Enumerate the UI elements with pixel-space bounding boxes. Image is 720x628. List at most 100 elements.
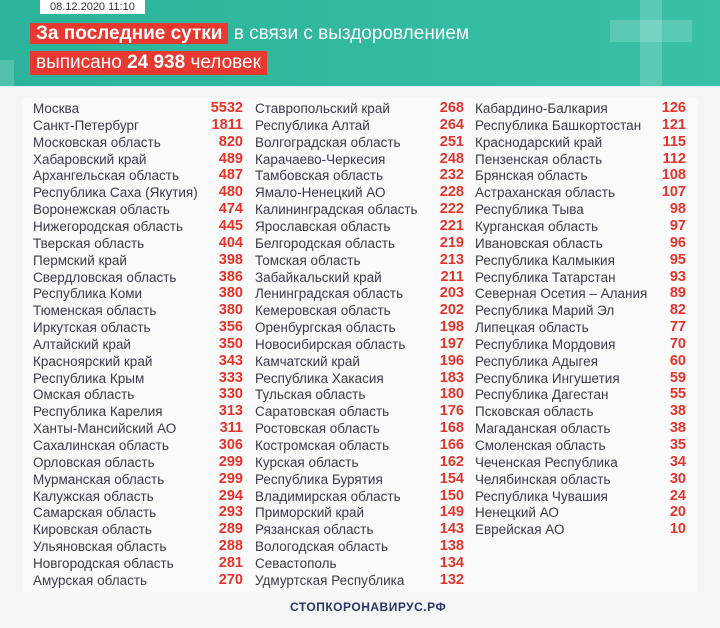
region-name: Ярославская область	[255, 218, 391, 234]
region-name: Камчатский край	[255, 353, 360, 369]
recovered-count: 268	[439, 100, 464, 116]
recovered-count: 30	[669, 470, 686, 487]
region-name: Ямало-Ненецкий АО	[255, 185, 386, 201]
region-name: Красноярский край	[33, 353, 153, 369]
region-name: Ханты-Мансийский АО	[33, 421, 177, 437]
region-name: Орловская область	[33, 454, 155, 470]
region-name: Ивановская область	[475, 235, 603, 251]
recovered-count: 480	[218, 184, 243, 201]
recovered-count: 115	[662, 133, 686, 150]
recovered-count: 70	[669, 335, 686, 352]
recovered-count: 168	[439, 420, 464, 437]
region-name: Мурманская область	[33, 471, 165, 487]
region-name: Калужская область	[33, 488, 154, 504]
region-name: Курская область	[255, 454, 359, 470]
recovered-count: 197	[439, 335, 464, 352]
recovered-count: 380	[218, 285, 243, 302]
recovered-count: 98	[669, 201, 686, 218]
recovered-count: 59	[669, 369, 686, 386]
recovered-count: 311	[219, 420, 243, 437]
region-name: Краснодарский край	[475, 134, 603, 150]
region-name: Волгоградская область	[255, 134, 401, 150]
region-name: Москва	[33, 101, 80, 116]
region-name: Приморский край	[255, 505, 365, 521]
region-name: Кемеровская область	[255, 303, 391, 319]
total-number: 24 938	[127, 52, 186, 73]
recovered-count: 221	[439, 217, 464, 234]
recovered-count: 299	[218, 453, 243, 470]
region-name: Тамбовская область	[255, 168, 384, 184]
region-name: Удмуртская Республика	[255, 572, 405, 588]
recovered-count: 162	[439, 453, 464, 470]
region-name: Магаданская область	[475, 421, 611, 437]
recovered-count: 55	[669, 386, 686, 403]
region-name: Тюменская область	[33, 303, 157, 319]
region-name: Алтайский край	[33, 336, 131, 352]
recovered-count: 38	[669, 403, 686, 420]
region-name: Республика Крым	[33, 370, 145, 386]
region-name: Республика Татарстан	[475, 269, 616, 285]
region-name: Кабардино-Балкария	[475, 101, 608, 116]
region-name: Пермский край	[33, 252, 127, 268]
title-line-2: выписано 24 938 человек	[30, 51, 267, 75]
recovered-count: 180	[439, 386, 464, 403]
recovered-count: 248	[439, 150, 464, 167]
recovered-count: 77	[669, 319, 686, 336]
recovered-count: 82	[669, 302, 686, 319]
region-name: Московская область	[33, 134, 161, 150]
region-name: Республика Башкортостан	[475, 117, 642, 133]
recovered-count: 487	[218, 167, 243, 184]
recovered-count: 166	[439, 437, 464, 453]
region-name: Челябинская область	[475, 471, 611, 487]
decor-cross	[640, 0, 662, 86]
recovered-count: 293	[218, 504, 243, 521]
recovered-count: 228	[439, 184, 464, 201]
recovered-count: 202	[439, 302, 464, 319]
recovered-count: 154	[439, 470, 464, 487]
recovered-count: 24	[669, 487, 686, 504]
region-name: Республика Мордовия	[475, 336, 616, 352]
recovered-count: 149	[439, 504, 464, 521]
region-name: Карачаево-Черкесия	[255, 151, 386, 167]
recovered-count: 313	[218, 403, 243, 420]
recovered-count: 112	[662, 150, 686, 167]
line2-end: человек	[190, 52, 261, 73]
recovered-count: 289	[218, 521, 243, 538]
region-name: Северная Осетия – Алания	[475, 286, 648, 302]
recovered-count: 350	[218, 335, 243, 352]
recovered-count: 222	[439, 201, 464, 218]
region-name: Ленинградская область	[255, 286, 404, 302]
title-rest: в связи с выздоровлением	[233, 23, 470, 44]
recovered-count: 203	[439, 285, 464, 302]
region-name: Воронежская область	[33, 202, 170, 218]
recovered-count: 270	[218, 571, 243, 588]
recovered-count: 35	[669, 437, 686, 453]
region-name: Республика Карелия	[33, 404, 163, 420]
region-name: Забайкальский край	[255, 269, 382, 285]
recovered-count: 20	[669, 504, 686, 521]
title-line-1: За последние сутки в связи с выздоровлен…	[30, 22, 469, 46]
decor-cross	[610, 20, 692, 42]
recovered-count: 232	[439, 167, 464, 184]
recovered-count: 10	[669, 521, 686, 538]
recovered-count: 38	[669, 420, 686, 437]
region-name: Оренбургская область	[255, 320, 396, 336]
recovered-count: 60	[669, 352, 686, 369]
recovered-count: 134	[439, 554, 464, 571]
recovered-count: 299	[218, 470, 243, 487]
recovered-count: 138	[439, 538, 464, 555]
region-name: Рязанская область	[255, 522, 374, 538]
recovered-count: 121	[661, 116, 686, 133]
region-name: Республика Адыгея	[475, 353, 598, 369]
region-name: Республика Бурятия	[255, 471, 383, 487]
region-name: Омская область	[33, 387, 135, 403]
recovered-count: 281	[218, 554, 243, 571]
date: 08.12.2020 11:10	[40, 0, 145, 14]
region-name: Калининградская область	[255, 202, 418, 218]
recovered-count: 150	[439, 487, 464, 504]
recovered-count: 176	[439, 403, 464, 420]
region-name: Липецкая область	[475, 320, 589, 336]
region-name: Тверская область	[33, 235, 145, 251]
recovered-count: 108	[661, 167, 686, 184]
